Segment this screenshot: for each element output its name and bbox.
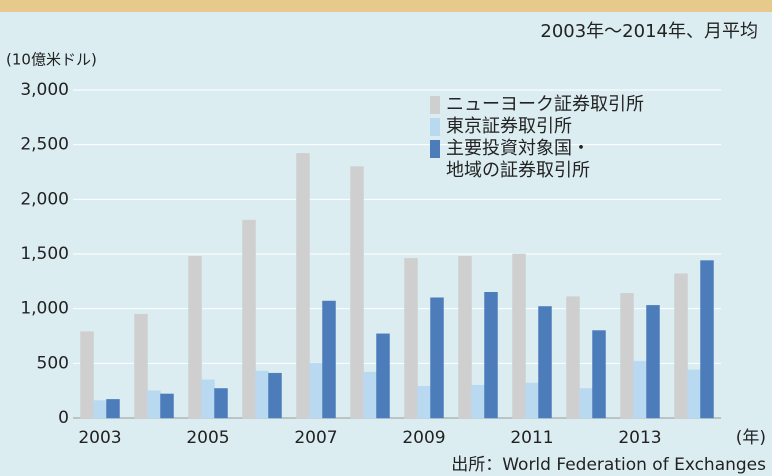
bar: [188, 255, 202, 419]
bar: [376, 333, 390, 419]
bar: [620, 293, 634, 419]
legend-label: ニューヨーク証券取引所: [446, 94, 644, 115]
x-tick-label: 2011: [510, 428, 553, 448]
bar: [106, 399, 120, 419]
subtitle: 2003年～2014年、月平均: [540, 21, 758, 42]
legend-swatch: [430, 118, 440, 136]
bar: [134, 313, 148, 419]
bar: [592, 330, 606, 419]
y-tick-label: 1,000: [20, 299, 69, 319]
bar: [458, 255, 472, 419]
bar: [687, 369, 701, 419]
bar: [646, 305, 660, 419]
bar: [525, 382, 539, 419]
legend-label: 主要投資対象国・ 地域の証券取引所: [446, 138, 590, 181]
bar: [242, 219, 256, 419]
bar: [255, 370, 269, 419]
legend-label: 東京証券取引所: [446, 116, 572, 137]
y-axis-label: (10億米ドル): [6, 51, 97, 69]
bar: [484, 292, 498, 419]
x-axis-label: (年): [736, 428, 766, 448]
y-tick-label: 1,500: [20, 244, 69, 264]
y-tick-label: 2,000: [20, 189, 69, 209]
y-tick-label: 3,000: [20, 80, 69, 100]
bar: [417, 386, 431, 419]
bar: [512, 253, 526, 419]
bar: [147, 390, 161, 419]
y-tick-label: 0: [58, 408, 69, 428]
bar: [93, 400, 107, 419]
x-tick-label: 2005: [186, 428, 229, 448]
y-tick-label: 2,500: [20, 135, 69, 155]
bar: [430, 297, 444, 419]
legend-item: 東京証券取引所: [430, 116, 644, 138]
bar: [296, 153, 310, 419]
y-tick-label: 500: [37, 353, 69, 373]
x-tick-label: 2003: [78, 428, 121, 448]
legend-swatch: [430, 140, 440, 158]
bar: [268, 372, 282, 419]
bar: [566, 296, 580, 419]
bar: [350, 166, 364, 419]
bar: [579, 388, 593, 419]
source: 出所：World Federation of Exchanges: [451, 455, 766, 475]
legend: ニューヨーク証券取引所 東京証券取引所 主要投資対象国・ 地域の証券取引所: [430, 94, 644, 182]
bar: [471, 384, 485, 419]
top-band: [0, 0, 772, 12]
bar: [674, 273, 688, 419]
bar: [363, 371, 377, 419]
bar: [404, 258, 418, 419]
x-tick-label: 2007: [294, 428, 337, 448]
legend-swatch: [430, 96, 440, 114]
x-tick-label: 2009: [402, 428, 445, 448]
bar: [538, 306, 552, 419]
bar: [322, 300, 336, 419]
bar: [700, 260, 714, 419]
bar: [80, 331, 94, 419]
legend-item: ニューヨーク証券取引所: [430, 94, 644, 116]
x-tick-label: 2013: [618, 428, 661, 448]
bar: [160, 393, 174, 419]
legend-item: 主要投資対象国・ 地域の証券取引所: [430, 138, 644, 182]
bar: [201, 379, 215, 419]
bar: [633, 360, 647, 419]
bar: [309, 363, 323, 419]
bar: [214, 388, 228, 419]
